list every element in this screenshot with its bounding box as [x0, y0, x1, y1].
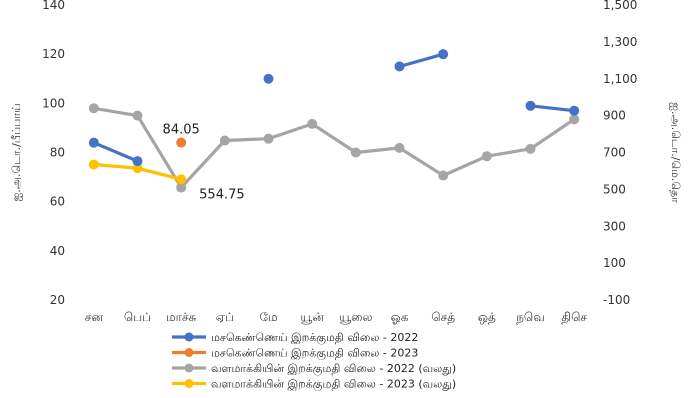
x-tick-label: ஒத்: [478, 310, 496, 324]
y2-tick-label: 700: [603, 146, 626, 160]
x-tick-label: நவெ: [516, 310, 545, 324]
legend-marker: [184, 348, 194, 357]
y2-tick-label: 1,500: [603, 0, 637, 12]
x-tick-label: யூன்: [300, 310, 324, 324]
series-line: [93, 106, 576, 190]
legend-label: மசகெண்ணெய் இறக்குமதி விலை - 2023: [211, 347, 418, 362]
data-point: [394, 61, 405, 72]
data-point: [176, 174, 187, 185]
legend-marker: [184, 363, 194, 373]
y2-tick-label: 100: [603, 256, 626, 270]
data-point: [263, 133, 274, 144]
y2-axis-title: ஐ.அ.டொ./மெ.தொ: [669, 102, 682, 203]
legend: மசகெண்ணெய் இறக்குமதி விலை - 2022மசகெண்ணெ…: [172, 331, 456, 393]
data-label: 554.75: [199, 187, 245, 202]
y-tick-label: 20: [50, 293, 65, 307]
y-tick-label: 140: [42, 0, 65, 12]
legend-label: வளமாக்கியின் இறக்குமதி விலை - 2023 (வலது…: [211, 378, 456, 393]
y2-tick-label: 500: [603, 182, 626, 196]
legend-item: வளமாக்கியின் இறக்குமதி விலை - 2023 (வலது…: [172, 378, 456, 393]
data-point: [569, 114, 580, 125]
series-0: [88, 49, 580, 167]
legend-marker: [184, 332, 194, 342]
y-tick-label: 100: [42, 96, 65, 110]
x-tick-label: யூலை: [339, 310, 372, 324]
data-labels: 84.05 554.75: [163, 123, 245, 203]
y2-tick-label: -100: [603, 293, 630, 307]
data-point: [569, 105, 580, 116]
y2-tick-label: 1,100: [603, 72, 637, 86]
x-tick-label: செத்: [431, 310, 455, 324]
data-point: [176, 182, 187, 193]
data-point: [438, 170, 449, 181]
data-point: [88, 159, 99, 170]
legend-item: மசகெண்ணெய் இறக்குமதி விலை - 2023: [172, 347, 418, 362]
data-point: [350, 147, 361, 158]
y2-axis-ticks: -100 100 300 500 700 900 1,100 1,300 1,500: [603, 0, 637, 307]
series-layer: [88, 49, 580, 193]
y2-tick-label: 300: [603, 219, 626, 233]
series-1: [176, 137, 187, 148]
x-tick-label: சன: [85, 310, 104, 324]
legend-label: மசகெண்ணெய் இறக்குமதி விலை - 2022: [211, 331, 418, 346]
data-label: 84.05: [163, 123, 200, 138]
data-point: [132, 156, 143, 167]
data-point: [132, 110, 143, 121]
series-2: [88, 103, 580, 193]
y2-tick-label: 1,300: [603, 35, 637, 49]
data-point: [132, 163, 143, 174]
x-tick-label: திசெ: [561, 310, 587, 324]
data-point: [176, 137, 187, 148]
y-tick-label: 80: [50, 146, 65, 160]
data-point: [525, 143, 536, 154]
y-axis-ticks: 20 40 60 80 100 120 140: [42, 0, 65, 307]
y2-tick-label: 900: [603, 109, 626, 123]
series-3: [88, 159, 187, 185]
legend-item: வளமாக்கியின் இறக்குமதி விலை - 2022 (வலது…: [172, 362, 456, 377]
data-point: [481, 151, 492, 162]
x-tick-label: மாச்சு: [166, 310, 197, 324]
data-point: [438, 49, 449, 60]
legend-label: வளமாக்கியின் இறக்குமதி விலை - 2022 (வலது…: [211, 362, 456, 377]
y-tick-label: 40: [50, 244, 65, 258]
x-tick-label: ஏப்: [216, 310, 234, 324]
series-line: [93, 141, 139, 163]
data-point: [263, 73, 274, 84]
data-point: [307, 118, 318, 129]
x-tick-label: மே: [259, 310, 277, 324]
y-axis-title: ஐ.அ.டொ./பீப்பாய்: [10, 103, 23, 201]
y-tick-label: 120: [42, 47, 65, 61]
data-point: [219, 135, 230, 146]
y-tick-label: 60: [50, 195, 65, 209]
data-point: [525, 100, 536, 111]
data-point: [88, 137, 99, 148]
legend-item: மசகெண்ணெய் இறக்குமதி விலை - 2022: [172, 331, 418, 346]
x-axis-ticks: சன பெப் மாச்சு ஏப் மே யூன் யூலை ஓக செத் ஒத் நவெ திச…: [85, 310, 588, 324]
data-point: [88, 103, 99, 114]
series-line: [399, 52, 444, 69]
x-tick-label: பெப்: [124, 310, 151, 324]
data-point: [394, 142, 405, 153]
x-tick-label: ஓக: [391, 310, 409, 324]
series-line: [530, 104, 575, 113]
legend-marker: [184, 379, 194, 388]
